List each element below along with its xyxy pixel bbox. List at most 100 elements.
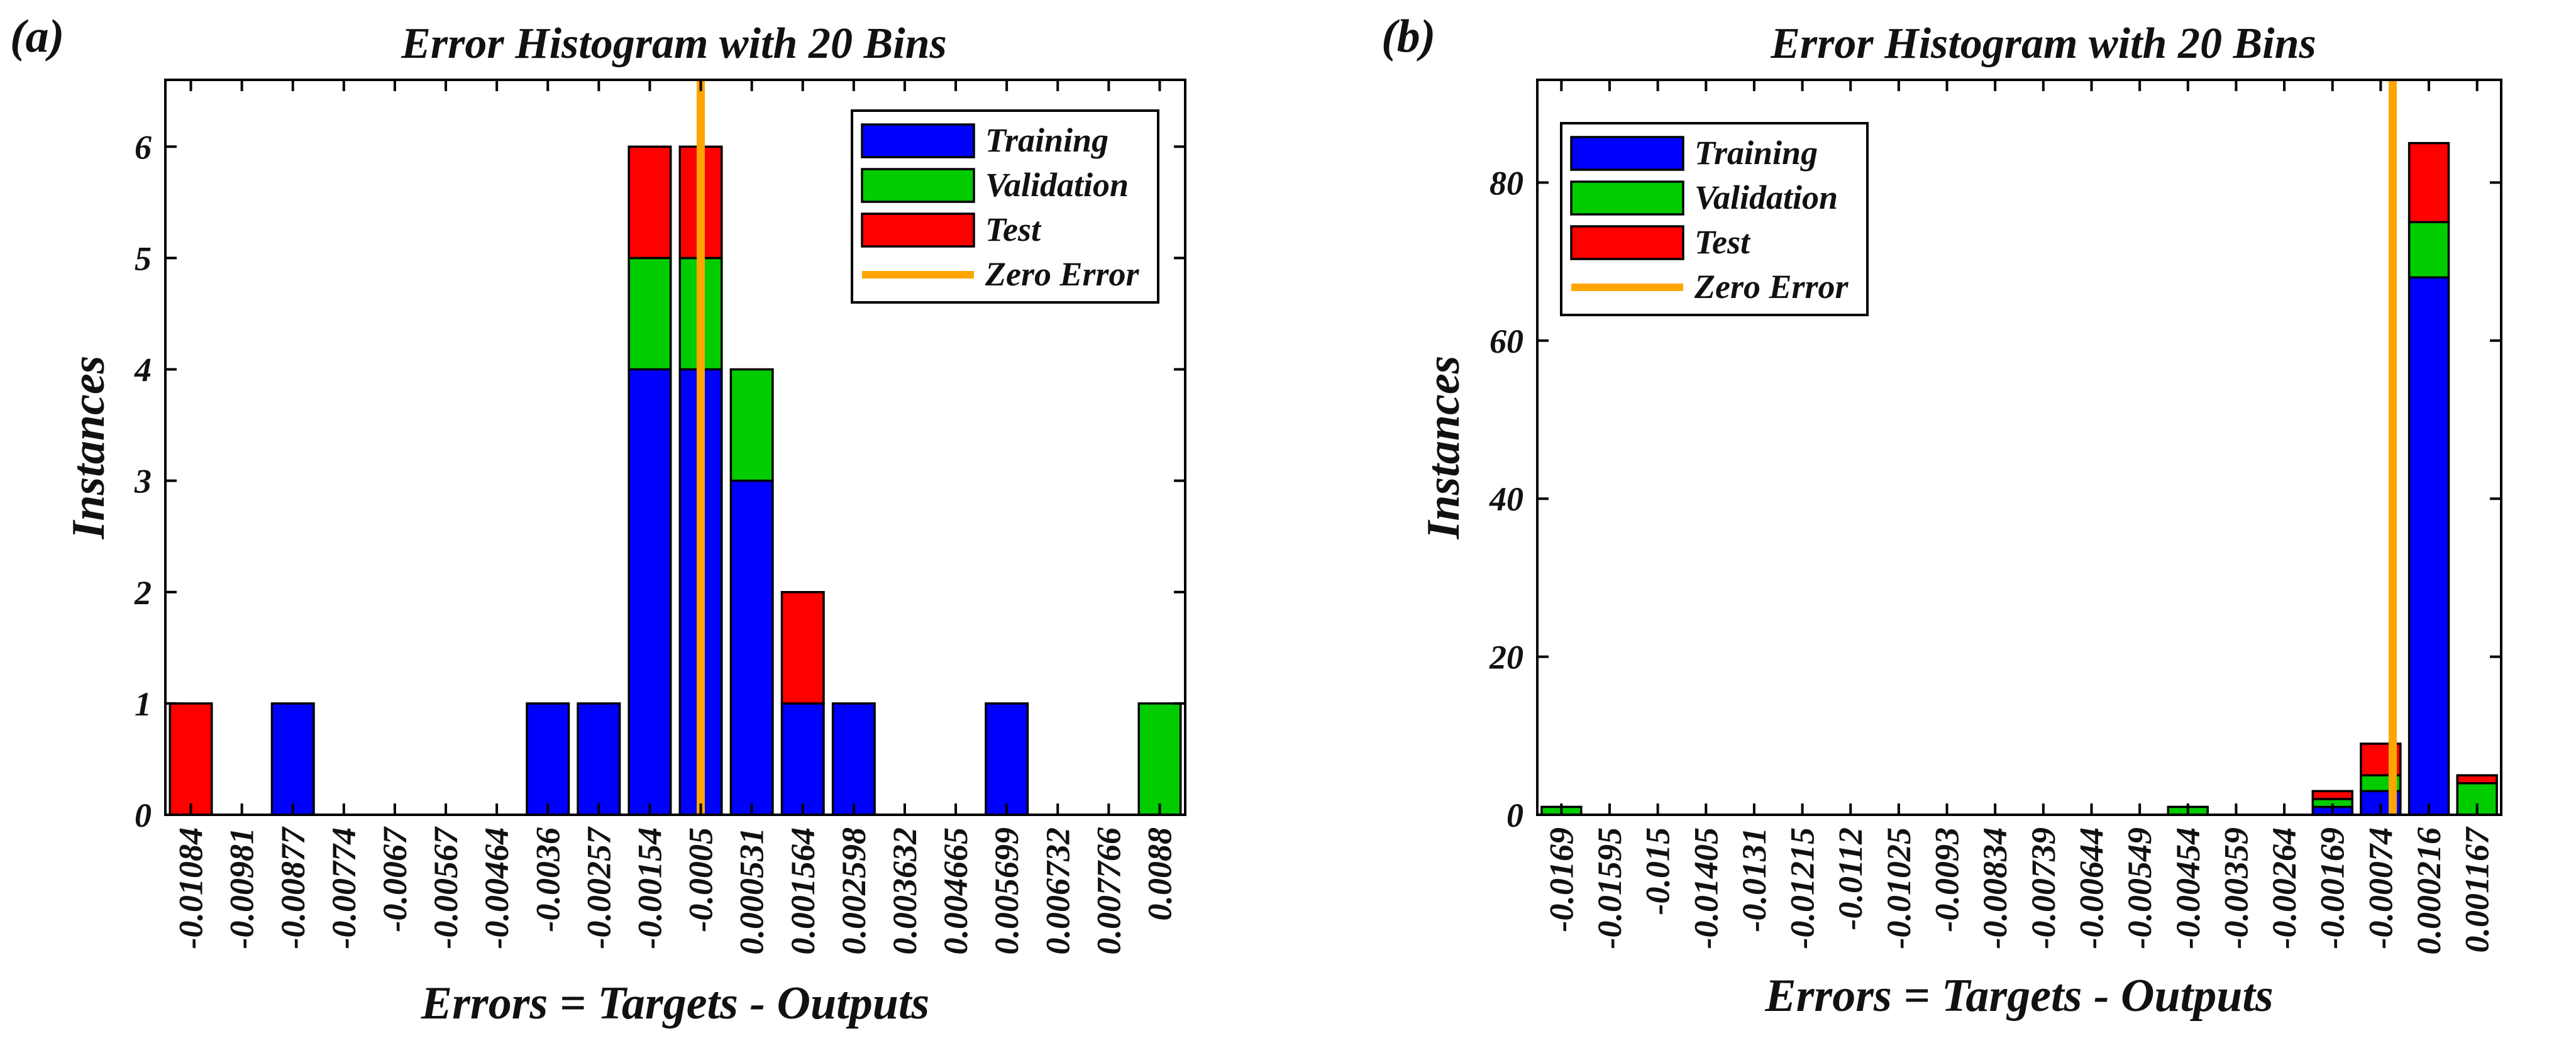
y-tick-label: 6 bbox=[135, 128, 152, 166]
x-tick-label: -0.00074 bbox=[2362, 827, 2399, 949]
x-tick-label: -0.00154 bbox=[631, 827, 668, 949]
panel-b: (b) Error Histogram with 20 Bins 0 20 40 60 80… bbox=[1381, 11, 2502, 1022]
y-tick-label: 80 bbox=[1490, 164, 1523, 202]
y-tick-label: 0 bbox=[1506, 797, 1523, 834]
x-tick-label: -0.01084 bbox=[172, 827, 210, 949]
x-tick-label: -0.00834 bbox=[1976, 827, 2014, 949]
x-tick-label: -0.00264 bbox=[2265, 827, 2303, 949]
x-tick-label: -0.015 bbox=[1639, 827, 1677, 915]
legend: Training Validation Test Zero Error bbox=[851, 109, 1159, 304]
x-tick-label: -0.00359 bbox=[2217, 827, 2255, 949]
x-tick-label: 0.005699 bbox=[988, 827, 1025, 955]
x-tick-label: -0.0169 bbox=[1542, 827, 1580, 932]
x-tick-label: -0.00549 bbox=[2121, 827, 2159, 949]
x-tick-label: -0.00257 bbox=[580, 826, 617, 949]
x-tick-label: -0.00454 bbox=[2169, 827, 2207, 949]
bar-training-8 bbox=[577, 702, 621, 816]
x-tick-label: -0.00464 bbox=[478, 827, 516, 949]
panel-label: (b) bbox=[1381, 11, 1435, 62]
y-axis-label: Instances bbox=[1418, 356, 1469, 540]
x-tick-label: 0.001564 bbox=[784, 827, 822, 955]
x-tick-label: -0.0036 bbox=[529, 827, 567, 932]
x-tick-label: 0.000531 bbox=[733, 827, 771, 955]
legend-swatch-validation bbox=[861, 168, 975, 203]
bar-training-16 bbox=[985, 702, 1029, 816]
x-tick-label: -0.0067 bbox=[376, 826, 414, 932]
y-tick-label: 0 bbox=[135, 797, 152, 834]
legend-label-validation: Validation bbox=[985, 166, 1129, 204]
legend-swatch-training bbox=[1570, 136, 1684, 171]
x-tick-label: -0.00169 bbox=[2314, 827, 2352, 949]
x-tick-label: 0.004665 bbox=[937, 827, 975, 955]
x-tick-label: -0.00739 bbox=[2025, 827, 2062, 949]
x-tick-label: -0.0005 bbox=[682, 827, 720, 932]
x-tick-label: -0.00567 bbox=[427, 826, 465, 949]
y-tick-label: 5 bbox=[135, 240, 152, 277]
chart-title: Error Histogram with 20 Bins bbox=[1770, 19, 2316, 68]
legend: Training Validation Test Zero Error bbox=[1560, 122, 1869, 316]
y-tick-label: 40 bbox=[1489, 480, 1523, 518]
x-tick-label: -0.01025 bbox=[1880, 827, 1918, 949]
panel-label: (a) bbox=[10, 11, 64, 62]
legend-swatch-validation bbox=[1570, 180, 1684, 216]
legend-swatch-test bbox=[861, 212, 975, 248]
y-tick-label: 20 bbox=[1489, 639, 1523, 676]
legend-swatch-training bbox=[861, 123, 975, 158]
bar-validation-18 bbox=[2407, 221, 2450, 279]
x-tick-label: -0.0131 bbox=[1735, 827, 1773, 932]
bar-test-16 bbox=[2311, 790, 2353, 800]
x-tick-label: 0.000216 bbox=[2410, 827, 2448, 955]
bar-training-2 bbox=[270, 702, 315, 816]
legend-label-validation: Validation bbox=[1694, 179, 1838, 216]
x-tick-label: -0.0093 bbox=[1928, 827, 1966, 932]
x-tick-label: -0.00877 bbox=[274, 826, 312, 949]
y-tick-label: 60 bbox=[1490, 323, 1523, 360]
x-tick-label: 0.001167 bbox=[2458, 826, 2496, 953]
x-tick-label: -0.0112 bbox=[1832, 827, 1869, 930]
bar-training-13 bbox=[831, 702, 876, 816]
bar-test-12 bbox=[780, 591, 825, 705]
x-tick-label: 0.002598 bbox=[835, 827, 873, 955]
x-tick-label: -0.01595 bbox=[1591, 827, 1628, 949]
x-tick-label: -0.00981 bbox=[223, 827, 261, 949]
legend-label-zero-error: Zero Error bbox=[985, 255, 1140, 293]
y-tick-label: 4 bbox=[134, 351, 152, 389]
bar-test-18 bbox=[2407, 141, 2450, 224]
bar-training-12 bbox=[780, 702, 825, 816]
bar-training-7 bbox=[526, 702, 570, 816]
x-tick-label: -0.00774 bbox=[325, 827, 363, 949]
legend-label-training: Training bbox=[985, 121, 1108, 159]
bar-test-19 bbox=[2456, 774, 2498, 785]
bar-validation-11 bbox=[729, 368, 774, 482]
x-tick-label: -0.01405 bbox=[1687, 827, 1725, 949]
bar-training-18 bbox=[2407, 276, 2450, 816]
x-axis-label: Errors = Targets - Outputs bbox=[1764, 970, 2273, 1022]
bar-validation-9 bbox=[627, 257, 672, 371]
x-tick-label: -0.00644 bbox=[2072, 827, 2110, 949]
bar-validation-19 bbox=[1137, 702, 1182, 816]
x-tick-label: 0.0088 bbox=[1141, 827, 1178, 921]
chart-title: Error Histogram with 20 Bins bbox=[401, 19, 947, 68]
y-axis-label: Instances bbox=[63, 356, 114, 540]
panel-a: (a) Error Histogram with 20 Bins 0 1 2 3 4 5 6 -0… bbox=[10, 11, 1186, 1029]
legend-label-test: Test bbox=[1694, 223, 1751, 261]
legend-label-test: Test bbox=[985, 211, 1042, 248]
bar-training-9 bbox=[627, 368, 672, 816]
y-tick-label: 2 bbox=[134, 574, 152, 612]
plot-area-frame bbox=[1536, 79, 2502, 816]
x-tick-label: -0.01215 bbox=[1784, 827, 1821, 949]
legend-label-zero-error: Zero Error bbox=[1694, 268, 1849, 306]
x-axis-label: Errors = Targets - Outputs bbox=[421, 978, 929, 1029]
bar-test-0 bbox=[169, 702, 213, 816]
y-tick-label: 3 bbox=[134, 463, 152, 500]
y-tick-label: 1 bbox=[135, 685, 152, 723]
x-tick-label: 0.006732 bbox=[1039, 827, 1076, 955]
x-tick-label: 0.007766 bbox=[1090, 827, 1127, 955]
plot-area-frame bbox=[164, 79, 1186, 816]
bar-test-9 bbox=[627, 145, 672, 260]
x-tick-label: 0.003632 bbox=[886, 827, 924, 955]
legend-label-training: Training bbox=[1694, 134, 1818, 172]
bar-training-11 bbox=[729, 479, 774, 816]
legend-swatch-test bbox=[1570, 225, 1684, 260]
